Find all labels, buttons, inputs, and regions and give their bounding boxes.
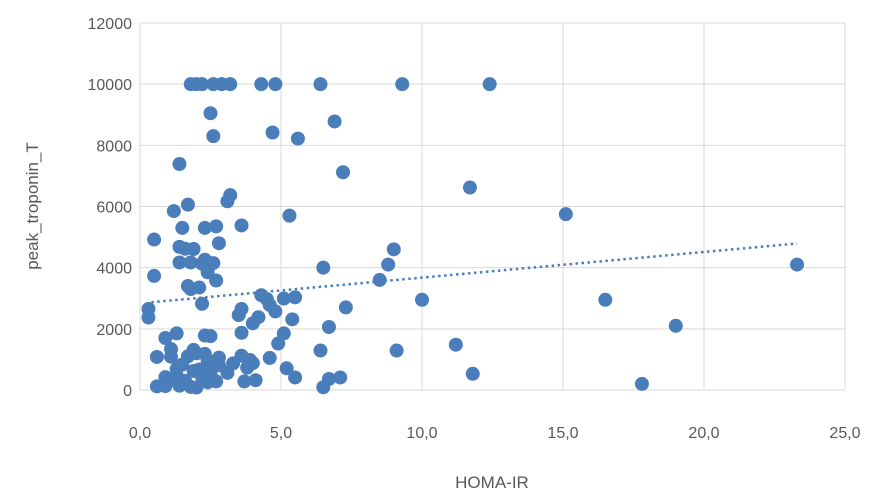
data-point [189,380,204,395]
data-point [389,343,404,358]
x-axis-title: HOMA-IR [455,473,529,491]
data-point [381,257,396,272]
x-tick-label: 15,0 [547,425,578,442]
data-point [395,77,410,92]
data-point [209,219,224,234]
tick-labels: 0 2000 4000 6000 8000 10000 12000 0,0 5,0 10,0 15,… [88,16,861,442]
data-point [462,180,477,195]
data-point [276,291,291,306]
data-point [203,329,218,344]
data-point [279,361,294,376]
data-point [558,207,573,222]
data-point [183,255,198,270]
data-point [288,290,303,305]
data-point [268,77,283,92]
data-point [195,296,210,311]
data-point [372,272,387,287]
data-point [282,208,297,223]
trendline-layer [151,242,798,304]
y-tick-label: 0 [123,383,132,400]
x-tick-label: 0,0 [129,425,151,442]
data-point [634,376,649,391]
data-point [316,380,331,395]
data-point [415,292,429,307]
data-point [200,375,215,390]
x-tick-label: 10,0 [406,425,437,442]
data-point [482,77,497,92]
data-point [158,379,173,394]
data-point [231,308,246,323]
y-axis-title: peak_troponin_T [23,142,42,270]
data-point [237,374,252,389]
data-point [175,220,190,235]
data-point [386,242,401,257]
data-point [209,273,224,288]
data-point [220,365,235,380]
data-point [790,257,805,272]
data-point [147,268,162,283]
data-point [164,349,179,364]
data-point [141,310,156,325]
data-point [327,114,342,129]
data-point [333,370,348,385]
data-point [186,242,201,257]
data-point [234,218,249,233]
data-point [197,220,212,235]
y-tick-label: 12000 [88,16,133,33]
data-point [147,232,162,247]
y-tick-label: 4000 [96,261,132,278]
data-point [285,312,300,327]
data-point [268,304,283,319]
trendline [151,242,798,304]
data-point [206,129,221,144]
data-point [262,350,277,365]
data-point [172,378,187,393]
data-point [223,77,238,92]
data-point [254,77,269,92]
x-tick-label: 5,0 [270,425,292,442]
data-point [211,236,226,251]
data-point [149,349,164,364]
x-tick-label: 25,0 [829,425,860,442]
data-point [313,77,328,92]
data-point [158,331,173,346]
data-point [288,370,303,385]
data-point [271,336,286,351]
y-tick-label: 2000 [96,322,132,339]
y-tick-label: 8000 [96,138,132,155]
data-point [166,204,181,219]
data-points [141,77,805,395]
data-point [668,318,683,333]
data-point [172,255,187,270]
data-point [290,131,305,146]
data-point [465,366,480,381]
data-point [234,325,249,340]
data-point [316,260,331,275]
data-point [203,106,218,121]
data-point [598,292,613,307]
data-point [338,300,353,315]
data-point [448,337,463,352]
data-point [248,373,263,388]
data-point [200,353,215,368]
data-point [265,125,280,140]
data-point [172,156,187,171]
data-point [220,194,235,209]
data-point [169,326,184,341]
y-tick-label: 10000 [88,77,133,94]
data-point [245,316,260,331]
data-point [240,360,255,375]
y-tick-label: 6000 [96,200,132,217]
data-point [321,319,336,334]
data-point [336,165,351,180]
data-point [195,77,210,92]
data-point [180,197,195,212]
data-point [192,280,207,295]
x-tick-label: 20,0 [688,425,719,442]
data-point [313,343,328,358]
